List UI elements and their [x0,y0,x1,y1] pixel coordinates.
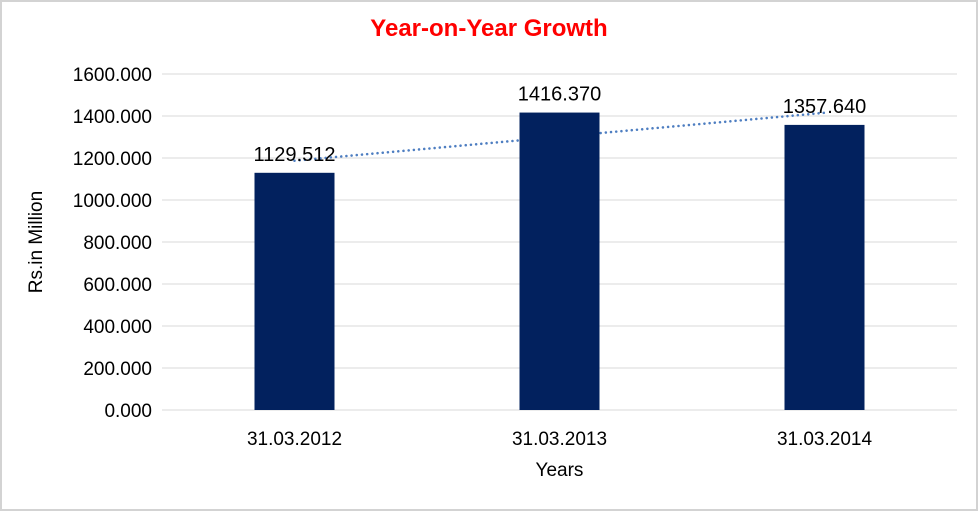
y-tick-label: 200.000 [83,359,152,380]
bar-data-label: 1129.512 [254,144,336,166]
y-tick-label: 400.000 [83,317,152,338]
y-tick-label: 600.000 [83,275,152,296]
y-tick-label: 1400.000 [73,107,152,128]
bar-data-label: 1416.370 [518,84,601,106]
y-tick-label: 0.000 [104,401,152,422]
bar [519,112,600,410]
y-tick-label: 1600.000 [73,65,152,86]
x-axis-title: Years [535,460,584,481]
category-label: 31.03.2013 [512,429,607,450]
category-label: 31.03.2014 [777,429,873,450]
category-label: 31.03.2012 [247,429,342,450]
y-tick-label: 800.000 [83,233,152,254]
bar [254,172,335,410]
y-tick-label: 1200.000 [73,149,152,170]
y-tick-label: 1000.000 [73,191,152,212]
bar-data-label: 1357.640 [783,96,866,118]
bar [784,124,865,410]
chart-title: Year-on-Year Growth [370,15,608,42]
